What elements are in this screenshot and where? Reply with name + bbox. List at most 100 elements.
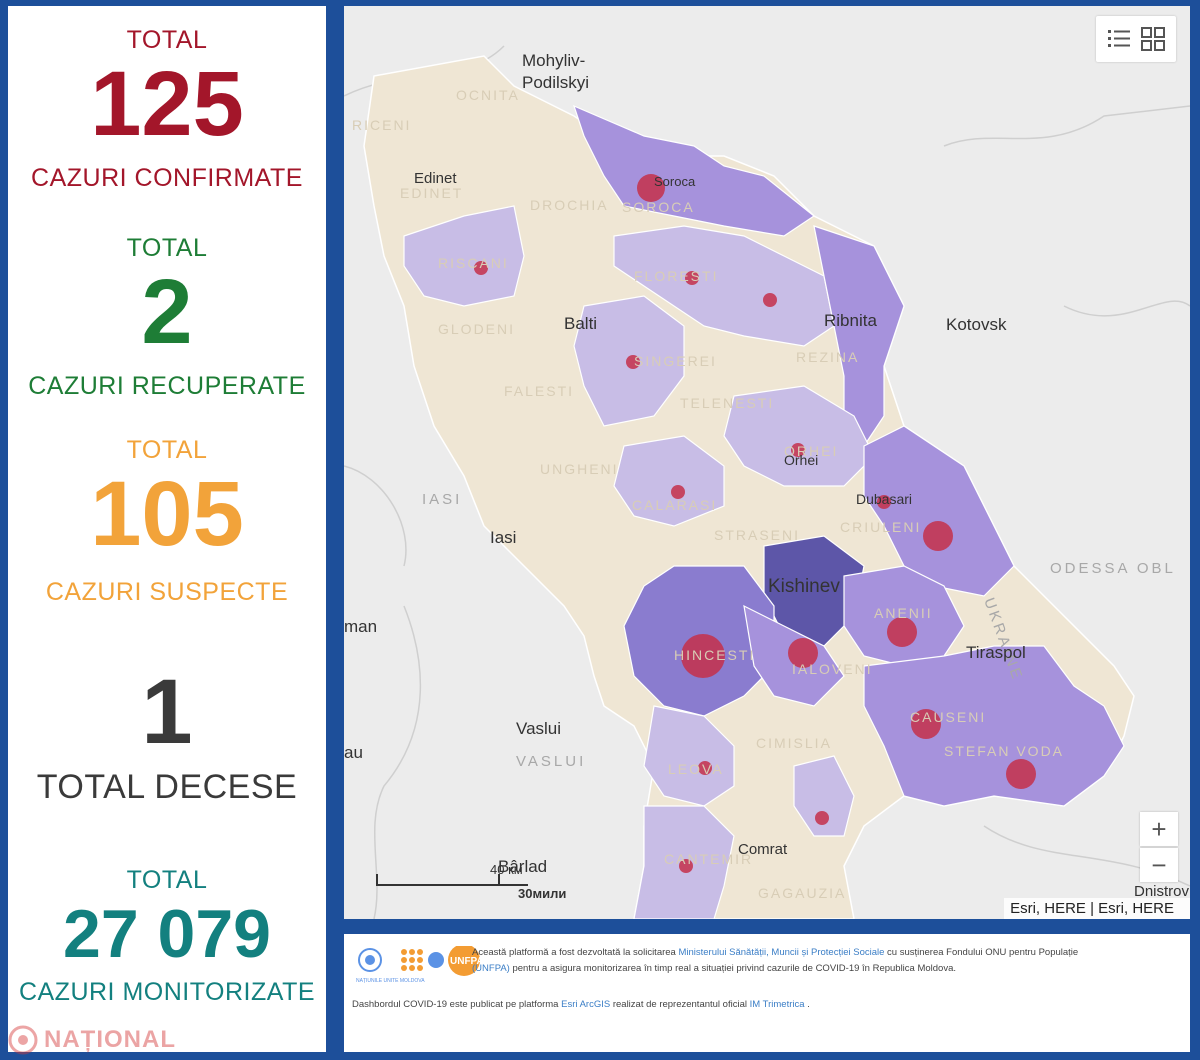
marker-leova[interactable] (698, 761, 712, 775)
footer-text: pentru a asigura monitorizarea în timp r… (509, 963, 957, 974)
trimetrica-link[interactable]: IM Trimetrica (749, 999, 805, 1010)
city-label: Dubasari (856, 491, 912, 507)
map-panel[interactable]: OCNITA RICENI EDINET DROCHIA SOROCA RISC… (344, 6, 1190, 919)
city-label: au (344, 743, 363, 762)
region-label: SINGEREI (634, 353, 717, 369)
marker-soroca[interactable] (637, 174, 665, 202)
national-logo-icon (8, 1025, 38, 1055)
marker-anenii[interactable] (887, 617, 917, 647)
region-label: CALARASI (632, 497, 717, 513)
region-label: RISCANI (438, 255, 509, 271)
district-soroca[interactable] (573, 104, 816, 237)
dots-logo-icon (401, 949, 423, 971)
monitored-total-label: TOTAL (126, 866, 208, 894)
marker-calarasi[interactable] (671, 485, 685, 499)
marker-dubasari[interactable] (877, 495, 891, 509)
suspected-block: TOTAL 105 CAZURI SUSPECTE (8, 436, 326, 606)
map-canvas[interactable]: OCNITA RICENI EDINET DROCHIA SOROCA RISC… (344, 6, 1190, 919)
scale-bar: 40 км 30мили (376, 862, 566, 914)
region-label: REZINA (796, 349, 859, 365)
marker-riscani[interactable] (474, 261, 488, 275)
confirmed-block: TOTAL 125 CAZURI CONFIRMATE (8, 26, 326, 192)
marker-orhei[interactable] (791, 443, 805, 457)
deaths-block: 1 TOTAL DECESE (8, 666, 326, 806)
city-label: Dnistrov (1134, 883, 1190, 900)
watermark-text: NAȚIONAL (44, 1026, 176, 1053)
marker-comrat[interactable] (815, 811, 829, 825)
city-label: Ribnita (824, 311, 877, 330)
city-label: Soroca (654, 174, 696, 189)
region-label: STEFAN VODA (944, 743, 1064, 759)
map-toolbar (1096, 16, 1176, 62)
marker-causeni[interactable] (911, 709, 941, 739)
region-label: CAUSENI (910, 709, 986, 725)
deaths-count: 1 (141, 661, 193, 763)
region-label: ANENII (874, 605, 933, 621)
region-label: UNGHENI (540, 461, 619, 477)
recovered-block: TOTAL 2 CAZURI RECUPERATE (8, 234, 326, 400)
district-dubasari[interactable] (863, 425, 1015, 597)
scale-label-km: 40 км (490, 862, 523, 877)
unfpa-logo-text: UNFPA (450, 956, 484, 967)
un-small-icon (428, 952, 444, 968)
marker-stefan-voda[interactable] (1006, 759, 1036, 789)
zoom-out-button[interactable]: − (1140, 848, 1178, 882)
city-label: Comrat (738, 841, 788, 858)
scale-tick (498, 874, 500, 884)
confirmed-count: 125 (90, 53, 244, 155)
footer-text: Această platformă a fost dezvoltată la s… (472, 947, 679, 958)
city-labels: Mohyliv- Podilskyi Edinet Soroca Balti R… (344, 51, 1190, 900)
district-floresti[interactable] (613, 225, 835, 347)
scale-label-miles: 30мили (518, 886, 567, 901)
city-label: Vaslui (516, 719, 561, 738)
district-leova[interactable] (643, 705, 735, 807)
footer-text: Dashbordul COVID-19 este publicat pe pla… (352, 999, 562, 1010)
district-shapes (403, 104, 1125, 919)
footer-publisher: Dashbordul COVID-19 este publicat pe pla… (352, 997, 1182, 1013)
un-logo-text: NAȚIUNILE UNITE MOLDOVA (356, 978, 425, 984)
recovered-count: 2 (141, 261, 193, 363)
monitored-count: 27 079 (63, 896, 271, 972)
unfpa-link[interactable]: (UNFPA) (472, 963, 510, 974)
district-comrat[interactable] (793, 755, 855, 837)
ministry-link[interactable]: Ministerului Sănătății, Muncii și Protec… (678, 947, 885, 958)
confirmed-total-label: TOTAL (126, 26, 208, 54)
suspected-total-label: TOTAL (126, 436, 208, 464)
district-labels: OCNITA RICENI EDINET DROCHIA SOROCA RISC… (352, 87, 1064, 901)
marker-cantemir[interactable] (679, 859, 693, 873)
monitored-label: CAZURI MONITORIZATE (18, 978, 316, 1006)
marker-singerei[interactable] (626, 355, 640, 369)
un-logo-icon: NAȚIUNILE UNITE MOLDOVA (356, 948, 425, 984)
marker-floresti[interactable] (685, 271, 699, 285)
region-label: GLODENI (438, 321, 515, 337)
partner-logos: NAȚIUNILE UNITE MOLDOVA UNFPA (356, 944, 486, 994)
region-label: LEOVA (668, 761, 724, 777)
district-riscani[interactable] (403, 205, 525, 307)
district-orhei[interactable] (723, 385, 875, 487)
suspected-label: CAZURI SUSPECTE (45, 578, 289, 606)
footer-text: cu susținerea Fondului ONU pentru Popula… (884, 947, 1079, 958)
district-causeni-stefan-voda[interactable] (863, 645, 1125, 807)
legend-list-icon[interactable] (1106, 26, 1132, 52)
basemap-gallery-icon[interactable] (1140, 26, 1166, 52)
city-label: Balti (564, 314, 597, 333)
marker-hincesti[interactable] (681, 634, 725, 678)
national-watermark: NAȚIONAL (8, 1024, 176, 1056)
region-label: IALOVENI (792, 661, 873, 677)
esri-arcgis-link[interactable]: Esri ArcGIS (561, 999, 611, 1010)
marker-ialoveni[interactable] (788, 638, 818, 668)
marker-floresti-east[interactable] (763, 293, 777, 307)
region-label: CIMISLIA (756, 735, 832, 751)
suspected-count: 105 (90, 463, 244, 565)
city-label: Tiraspol (966, 643, 1026, 662)
city-label-capital: Kishinev (768, 576, 840, 597)
recovered-total-label: TOTAL (126, 234, 208, 262)
zoom-in-button[interactable]: + (1140, 812, 1178, 846)
city-label: Orhei (784, 452, 818, 468)
district-calarasi[interactable] (613, 435, 725, 527)
stats-panel: TOTAL 125 CAZURI CONFIRMATE TOTAL 2 CAZU… (8, 6, 326, 1052)
map-attribution[interactable]: Esri, HERE | Esri, HERE (1004, 898, 1190, 919)
region-label: STRASENI (714, 527, 800, 543)
marker-grigoriopol[interactable] (923, 521, 953, 551)
region-label: DROCHIA (530, 197, 609, 213)
